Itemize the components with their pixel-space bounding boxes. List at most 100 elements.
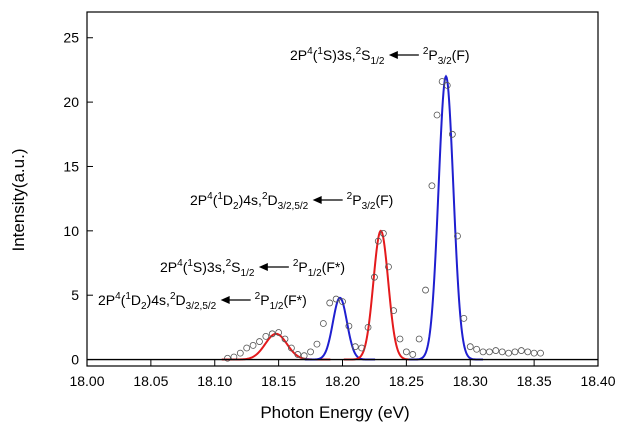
data-point <box>443 81 451 89</box>
annotation-target: 2P3/2(F) <box>423 46 470 67</box>
data-point <box>236 349 244 357</box>
measured-points <box>224 78 544 362</box>
arrow-head <box>312 196 322 204</box>
annotation-part: 3/2 <box>438 56 452 67</box>
x-tick-label: 18.10 <box>197 373 232 389</box>
annotation-part: 4 <box>207 191 213 202</box>
annotation-part: D <box>223 192 233 208</box>
y-tick-label: 15 <box>63 158 79 174</box>
data-point <box>332 295 340 303</box>
data-point <box>294 351 302 358</box>
data-point <box>224 354 231 362</box>
x-tick-label: 18.05 <box>133 373 168 389</box>
data-point <box>409 351 417 358</box>
data-point <box>505 349 512 357</box>
annotation-part: (F*) <box>283 292 306 308</box>
annotation-part: S)3s, <box>323 47 356 63</box>
data-point <box>460 314 468 322</box>
annotation-part: P <box>260 292 269 308</box>
fit-curve <box>221 332 331 361</box>
data-point <box>326 299 334 307</box>
annotation-part: 2 <box>423 46 429 57</box>
data-point <box>517 347 525 354</box>
data-point <box>415 335 423 343</box>
x-tick-label: 18.25 <box>389 373 424 389</box>
data-point <box>498 348 506 356</box>
annotation-part: )4s, <box>239 192 262 208</box>
annotation-part: 2 <box>293 258 299 269</box>
data-point <box>422 286 429 294</box>
data-point <box>511 348 519 356</box>
annotation-part: P <box>352 192 361 208</box>
annotation-part: 2 <box>347 191 353 202</box>
axes <box>86 11 599 367</box>
annotation-part: 2 <box>262 191 268 202</box>
annotation-part: 2P <box>190 192 207 208</box>
data-point <box>358 344 366 352</box>
annotation-part: 4 <box>307 46 313 57</box>
annotation-part: 2 <box>356 46 362 57</box>
x-tick-label: 18.30 <box>453 373 488 389</box>
data-point <box>448 130 456 138</box>
annotation-part: ( <box>313 47 318 63</box>
data-point <box>313 340 321 348</box>
y-tick-label: 5 <box>71 287 79 303</box>
x-tick-label: 18.40 <box>580 373 615 389</box>
annotation-part: 1/2 <box>270 301 284 312</box>
peak-annotation: 2P4(1S)3s,2S1/2 2P3/2(F) <box>290 46 470 67</box>
annotation-part: S <box>231 259 240 275</box>
y-axis-label: Intensity(a.u.) <box>9 149 28 252</box>
tick-labels: 18.00 18.05 18.10 18.15 18.20 18.25 18.30 18.35… <box>63 30 615 389</box>
data-point <box>275 329 283 336</box>
annotation-part: ( <box>121 292 126 308</box>
annotation-text: 2P4(1D2)4s,2D3/2,5/2 <box>98 291 217 312</box>
data-point <box>379 230 387 237</box>
data-point <box>396 335 404 343</box>
annotation-part: 2 <box>255 291 261 302</box>
x-tick-label: 18.35 <box>517 373 552 389</box>
annotation-target: 2P3/2(F) <box>347 191 394 212</box>
annotation-part: (F*) <box>322 259 345 275</box>
data-point <box>345 322 353 330</box>
annotation-part: 1/2 <box>371 56 385 67</box>
data-point <box>319 320 327 327</box>
data-point <box>351 343 359 351</box>
annotation-part: 1 <box>125 291 131 302</box>
peak-annotations: 2P4(1S)3s,2S1/22P3/2(F)2P4(1D2)4s,2D3/2,… <box>98 46 470 312</box>
data-point <box>300 352 308 360</box>
fit-curve <box>343 229 418 361</box>
plot-frame <box>86 11 599 367</box>
data-point <box>473 345 481 353</box>
data-point <box>466 343 474 351</box>
annotation-part: D <box>176 292 186 308</box>
annotation-part: 4 <box>115 291 121 302</box>
data-point <box>537 349 544 357</box>
annotation-part: P <box>428 47 437 63</box>
fit-curves <box>221 74 484 361</box>
annotation-part: 2 <box>170 291 176 302</box>
annotation-part: ( <box>183 259 188 275</box>
annotation-part: )4s, <box>147 292 170 308</box>
annotation-target: 2P1/2(F*) <box>255 291 307 312</box>
annotation-part: P <box>298 259 307 275</box>
data-point <box>492 347 500 354</box>
annotation-text: 2P4(1S)3s,2S1/2 <box>290 46 385 67</box>
data-point <box>454 232 461 240</box>
data-point <box>256 338 263 345</box>
data-point <box>371 273 378 281</box>
y-tick-label: 25 <box>63 30 79 46</box>
annotation-part: S)3s, <box>193 259 226 275</box>
annotation-part: 2P <box>290 47 307 63</box>
data-point <box>402 348 410 356</box>
annotation-part: 3/2,5/2 <box>186 301 217 312</box>
arrow-head <box>388 51 398 59</box>
annotation-part: 2P <box>160 259 177 275</box>
data-point <box>249 342 257 349</box>
annotation-part: 3/2 <box>362 201 376 212</box>
y-tick-label: 20 <box>63 94 79 110</box>
data-point <box>486 348 493 356</box>
